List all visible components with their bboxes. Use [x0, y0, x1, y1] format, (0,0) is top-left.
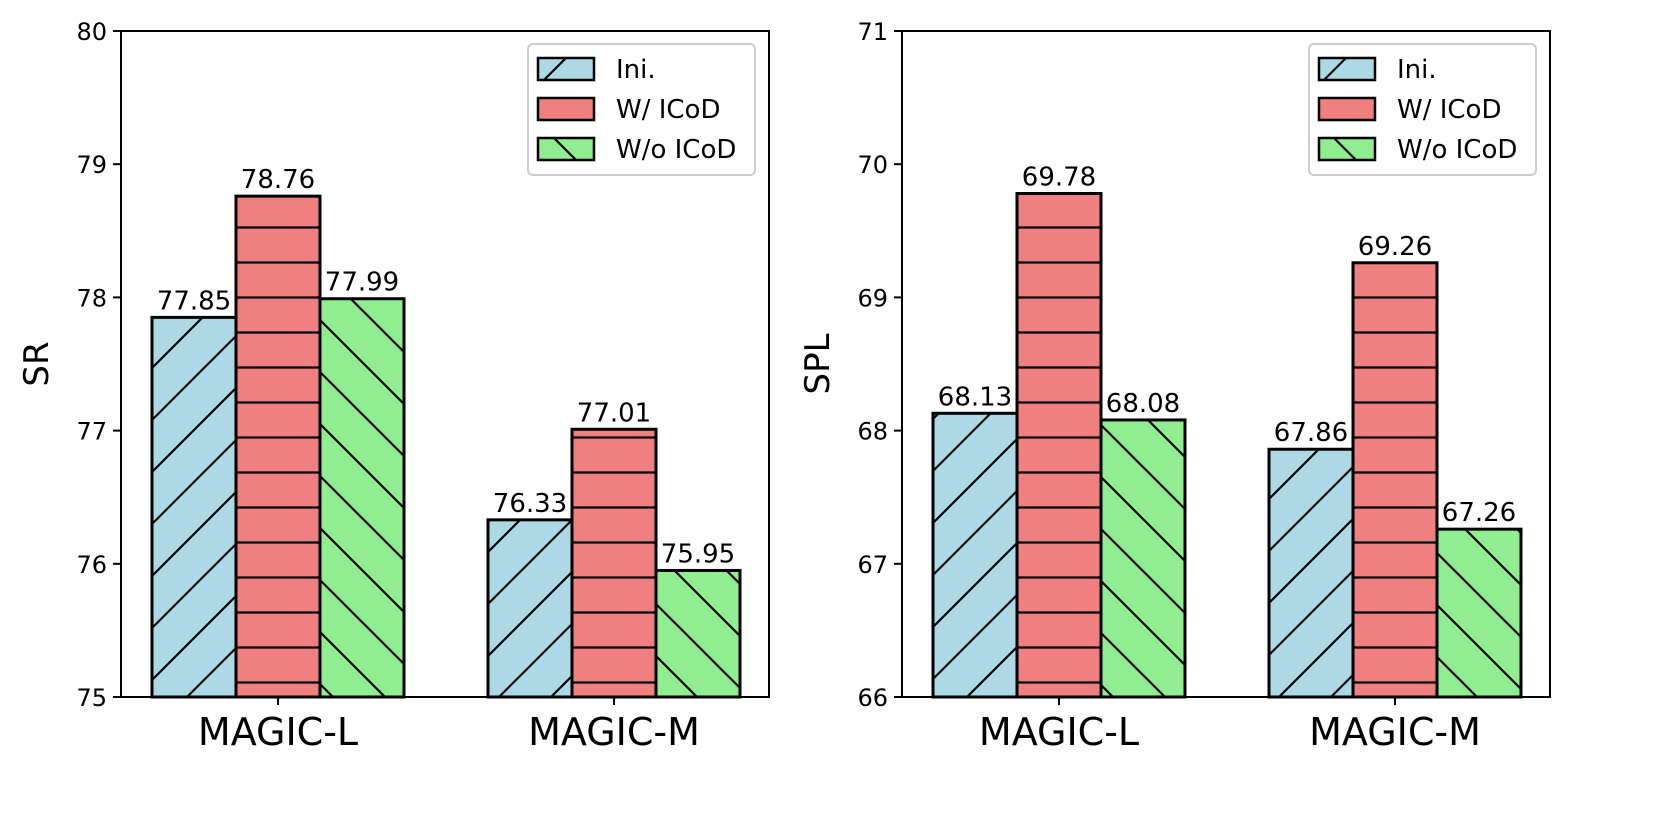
y-tick-label: 75: [76, 684, 107, 712]
legend-swatch-outline: [536, 56, 596, 82]
legend-item: W/ ICoD: [1317, 95, 1501, 125]
bar-ini--magic-m: [486, 518, 574, 699]
y-axis-label: SPL: [798, 333, 838, 394]
bar-w-icod-magic-l: [1015, 192, 1103, 699]
y-tick-label: 67: [857, 551, 888, 579]
bar-w-icod-magic-l: [234, 194, 322, 699]
legend-swatch-hatch: [538, 98, 594, 120]
bar-hatch: [152, 317, 236, 697]
bar-w-o-icod-magic-m: [1435, 527, 1523, 699]
legend-swatch-hatch: [538, 58, 594, 80]
legend: Ini. W/ ICoD W/o ICoD: [527, 43, 756, 176]
y-tick-label: 77: [76, 418, 107, 446]
legend-label: Ini.: [1397, 55, 1437, 85]
data-label: 75.95: [661, 539, 735, 569]
bar-w-o-icod-magic-l: [1099, 418, 1187, 699]
y-tick-label: 71: [857, 18, 888, 46]
bar-w-icod-magic-m: [570, 427, 658, 699]
legend-swatch-hatch: [1319, 58, 1375, 80]
x-tick-label: MAGIC-L: [979, 710, 1139, 754]
axes-frame: [120, 30, 770, 698]
legend-swatch-outline: [1317, 56, 1377, 82]
legend: Ini. W/ ICoD W/o ICoD: [1308, 43, 1537, 176]
bar-hatch: [320, 298, 404, 697]
legend-item: Ini.: [536, 55, 656, 85]
data-label: 77.99: [325, 268, 399, 298]
y-tick-label: 79: [76, 151, 107, 179]
y-tick-label: 80: [76, 18, 107, 46]
y-tick-label: 68: [857, 418, 888, 446]
y-tick-label: 76: [76, 551, 107, 579]
data-label: 67.86: [1274, 418, 1348, 448]
bar-hatch: [933, 413, 1017, 697]
bar-hatch: [1017, 193, 1101, 697]
legend-label: W/ ICoD: [616, 95, 720, 125]
x-tick-label: MAGIC-M: [528, 710, 700, 754]
y-tick-label: 66: [857, 684, 888, 712]
data-label: 77.85: [157, 286, 231, 316]
legend-item: Ini.: [1317, 55, 1437, 85]
legend-label: W/ ICoD: [1397, 95, 1501, 125]
data-label: 68.08: [1106, 389, 1180, 419]
legend-item: W/o ICoD: [1317, 135, 1517, 165]
legend-label: Ini.: [616, 55, 656, 85]
legend-item: W/o ICoD: [536, 135, 736, 165]
data-label: 69.26: [1358, 232, 1432, 262]
y-axis-label: SR: [17, 341, 57, 386]
legend-swatch-outline: [1317, 136, 1377, 162]
y-tick-label: 69: [857, 284, 888, 312]
bar-hatch: [656, 570, 740, 697]
x-tick-label: MAGIC-L: [198, 710, 358, 754]
legend-swatch-outline: [536, 96, 596, 122]
axes-frame: [901, 30, 1551, 698]
bar-hatch: [572, 429, 656, 697]
legend-item: W/ ICoD: [536, 95, 720, 125]
bar-hatch: [1269, 449, 1353, 697]
bar-w-o-icod-magic-m: [654, 568, 742, 699]
x-tick-label: MAGIC-M: [1309, 710, 1481, 754]
legend-swatch-hatch: [1319, 98, 1375, 120]
data-label: 78.76: [241, 165, 315, 195]
bar-ini--magic-l: [931, 411, 1019, 699]
bar-ini--magic-m: [1267, 447, 1355, 699]
data-label: 76.33: [493, 489, 567, 519]
data-label: 69.78: [1022, 163, 1096, 193]
bar-hatch: [1353, 262, 1437, 697]
legend-label: W/o ICoD: [1397, 135, 1517, 165]
data-label: 77.01: [577, 398, 651, 428]
legend-swatch-outline: [1317, 96, 1377, 122]
y-tick-label: 78: [76, 284, 107, 312]
spl-chart-panel: 68.13 67.86 69.78 69.26 68.08 67.26 66 67 68 69 70…: [798, 18, 1551, 754]
bar-hatch: [488, 519, 572, 697]
legend-swatch-outline: [536, 136, 596, 162]
legend-swatch-hatch: [1319, 138, 1375, 160]
data-label: 67.26: [1442, 498, 1516, 528]
legend-label: W/o ICoD: [616, 135, 736, 165]
bar-w-o-icod-magic-l: [318, 297, 406, 699]
legend-swatch-hatch: [538, 138, 594, 160]
sr-chart-panel: 77.85 76.33 78.76 77.01 77.99 75.95 75 76 77 78 79…: [17, 18, 770, 754]
data-label: 68.13: [938, 382, 1012, 412]
bar-w-icod-magic-m: [1351, 261, 1439, 699]
bar-ini--magic-l: [150, 315, 238, 699]
bar-hatch: [236, 196, 320, 697]
y-tick-label: 70: [857, 151, 888, 179]
bar-hatch: [1437, 529, 1521, 697]
bar-hatch: [1101, 419, 1185, 697]
